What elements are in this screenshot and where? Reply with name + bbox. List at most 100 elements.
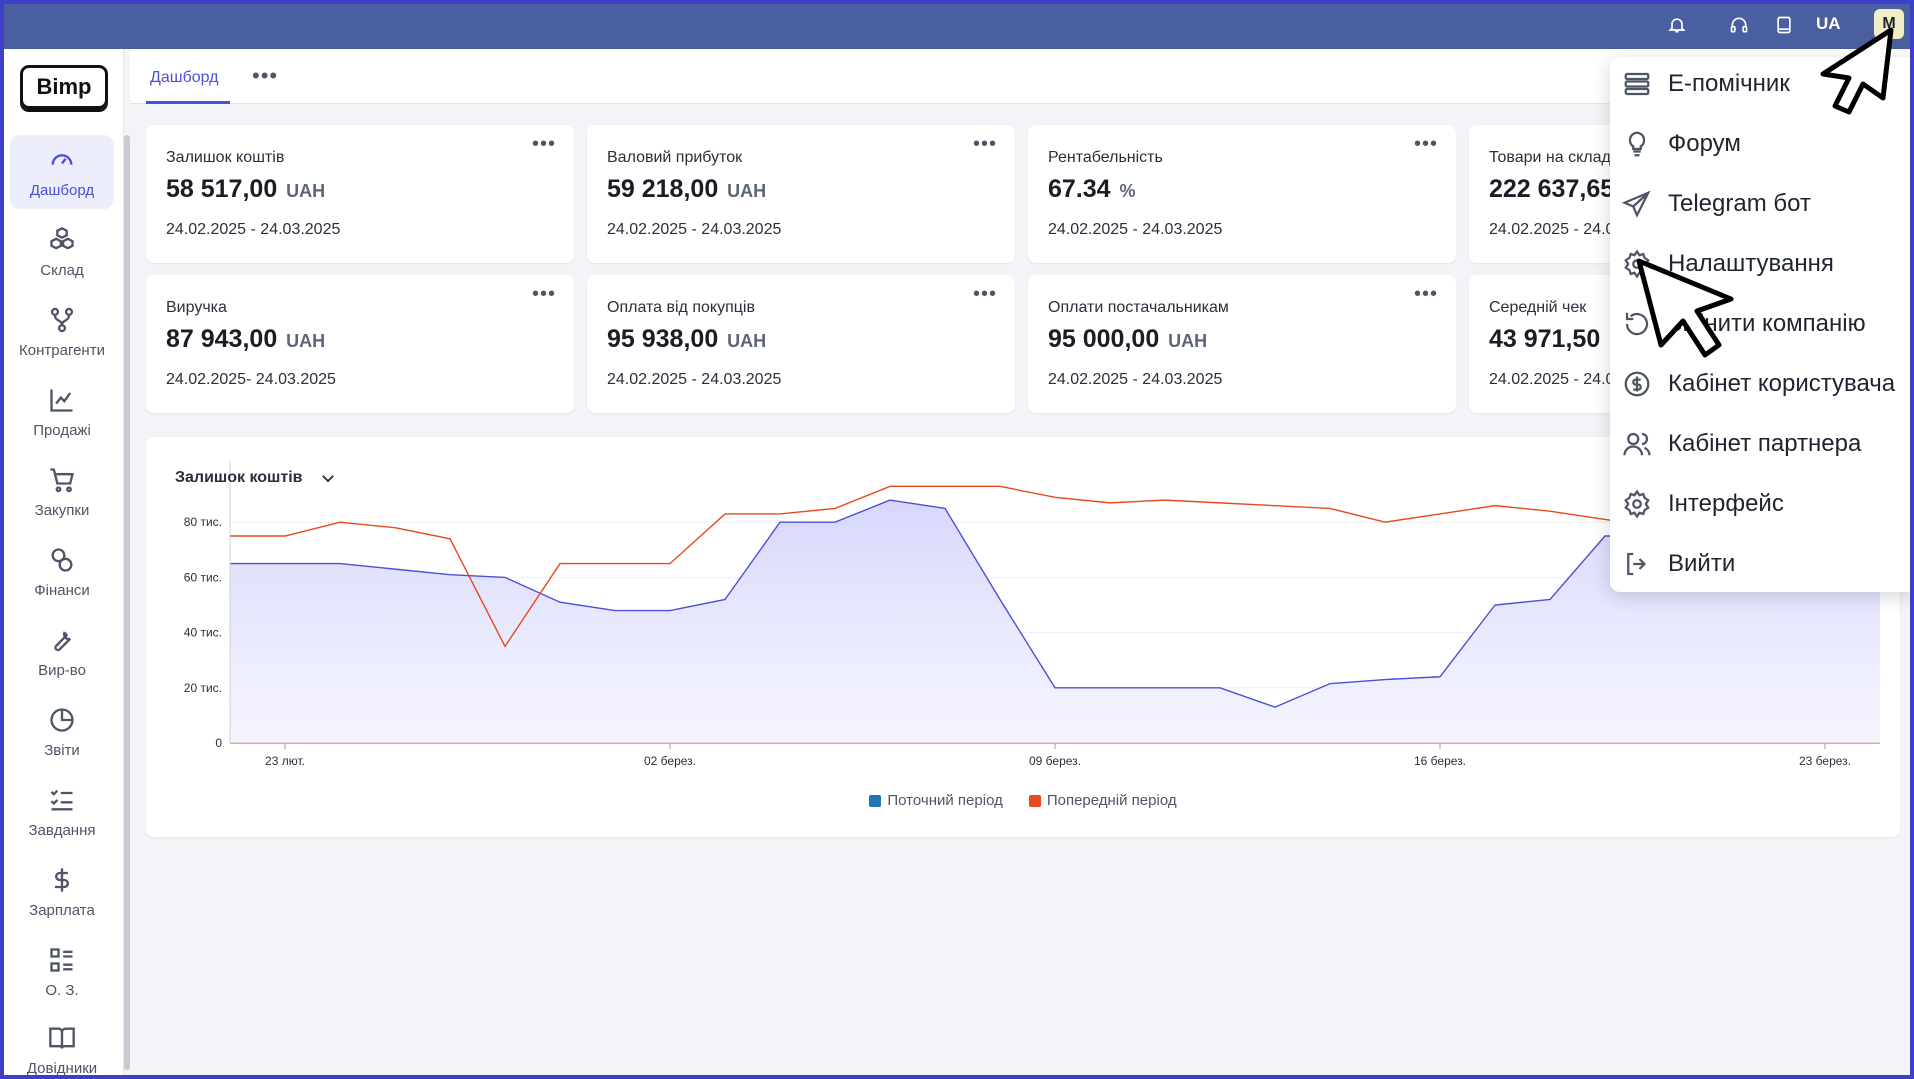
card-value: 87 943,00 UAH	[166, 325, 326, 353]
checklist-icon	[50, 789, 73, 810]
menu-item-partner-cabinet[interactable]: Кабінет партнера	[1622, 420, 1914, 468]
card-gross-profit[interactable]: Валовий прибуток 59 218,00 UAH 24.02.202…	[587, 125, 1015, 263]
bell-icon[interactable]	[1665, 13, 1689, 37]
y-tick-label: 20 тис.	[184, 681, 222, 695]
sidebar-item-tasks[interactable]: Завдання	[10, 775, 114, 849]
card-profitability[interactable]: Рентабельність 67.34 % 24.02.2025 - 24.0…	[1028, 125, 1456, 263]
sidebar-item-label: Фінанси	[34, 581, 90, 599]
menu-item-telegram-bot[interactable]: Telegram бот	[1622, 180, 1914, 228]
sidebar-item-label: Дашборд	[29, 181, 95, 199]
card-title: Валовий прибуток	[607, 149, 743, 166]
card-menu-button[interactable]: •••	[972, 283, 997, 305]
sidebar-item-salary[interactable]: Зарплата	[10, 855, 114, 929]
x-tick-label: 23 берез.	[1799, 754, 1851, 768]
chevron-down-icon	[321, 475, 334, 483]
cursor-arrow-icon	[1820, 27, 1894, 115]
menu-item-forum[interactable]: Форум	[1622, 120, 1914, 168]
sidebar-item-directories[interactable]: Довідники	[10, 1015, 114, 1079]
sidebar-item-label: Контрагенти	[19, 341, 105, 359]
telegram-icon	[1622, 190, 1651, 218]
sidebar-item-label: Продажі	[33, 421, 91, 439]
sidebar-item-label: Вир-во	[38, 661, 86, 679]
sidebar-scrollbar[interactable]	[124, 135, 130, 1070]
legend-swatch	[869, 794, 882, 807]
card-value: 59 218,00 UAH	[607, 175, 767, 203]
wrench-icon	[54, 630, 71, 651]
card-revenue[interactable]: Виручка 87 943,00 UAH 24.02.2025- 24.03.…	[146, 275, 574, 413]
menu-item-settings[interactable]: Налаштування	[1622, 240, 1914, 288]
open-book-icon	[49, 1027, 75, 1049]
tab-dashboard[interactable]: Дашборд	[150, 69, 219, 86]
sidebar-item-label: Закупки	[34, 501, 90, 519]
card-period: 24.02.2025 - 24.03.2025	[166, 221, 341, 238]
sidebar-item-purchases[interactable]: Закупки	[10, 455, 114, 529]
nodes-icon	[50, 307, 74, 332]
avatar[interactable]: M	[1874, 9, 1904, 39]
line-chart-icon	[50, 389, 73, 412]
sidebar-item-dashboard[interactable]: Дашборд	[10, 135, 114, 209]
tab-underline	[146, 101, 230, 104]
card-period: 24.02.2025 - 24.0	[1489, 371, 1615, 388]
menu-item-user-cabinet[interactable]: Кабінет користувача	[1622, 360, 1914, 408]
logo[interactable]: Bimp	[20, 65, 108, 109]
card-menu-button[interactable]: •••	[1413, 283, 1438, 305]
menu-item-interface[interactable]: Інтерфейс	[1622, 480, 1914, 528]
sidebar-item-contractors[interactable]: Контрагенти	[10, 295, 114, 369]
card-menu-button[interactable]: •••	[531, 283, 556, 305]
sidebar-item-fixed-assets[interactable]: О. З.	[10, 935, 114, 1009]
sidebar-item-sales[interactable]: Продажі	[10, 375, 114, 449]
series-current-line	[230, 499, 1880, 708]
card-title: Оплати постачальникам	[1048, 299, 1229, 316]
card-value: 58 517,00 UAH	[166, 175, 326, 203]
card-period: 24.02.2025 - 24.03.2025	[1048, 221, 1223, 238]
sidebar-item-warehouse[interactable]: Склад	[10, 215, 114, 289]
sidebar: Bimp Дашборд Склад Контрагенти Продажі З…	[4, 49, 124, 1077]
card-menu-button[interactable]: •••	[1413, 133, 1438, 155]
coins-icon	[51, 547, 73, 572]
sidebar-item-production[interactable]: Вир-во	[10, 615, 114, 689]
cart-icon	[50, 467, 74, 492]
chart-panel: 0 20 тис. 40 тис. 60 тис. 80 тис. 23 лют. 02 б…	[146, 437, 1900, 837]
sidebar-item-reports[interactable]: Звіти	[10, 695, 114, 769]
speedometer-icon	[51, 153, 73, 165]
sidebar-item-label: Зарплата	[29, 901, 95, 919]
sidebar-item-finance[interactable]: Фінанси	[10, 535, 114, 609]
book-icon[interactable]	[1772, 13, 1796, 37]
rotate-icon	[1625, 312, 1649, 336]
dollar-icon	[55, 867, 69, 892]
menu-item-e-assistant[interactable]: Е-помічник	[1622, 60, 1914, 108]
menu-item-logout[interactable]: Вийти	[1622, 540, 1914, 588]
coin-icon	[1624, 371, 1650, 397]
headset-icon[interactable]	[1727, 13, 1751, 37]
card-cash-balance[interactable]: Залишок коштів 58 517,00 UAH 24.02.2025 …	[146, 125, 574, 263]
cursor-arrow-icon	[1636, 258, 1734, 358]
y-tick-label: 40 тис.	[184, 626, 222, 640]
card-value: 43 971,50	[1489, 325, 1601, 353]
y-tick-label: 60 тис.	[184, 570, 222, 584]
legend-current[interactable]: Поточний період	[869, 792, 1003, 809]
card-value: 222 637,65	[1489, 175, 1615, 203]
chart-metric-select[interactable]: Залишок коштів	[175, 469, 337, 487]
card-period: 24.02.2025 - 24.0	[1489, 221, 1615, 238]
legend-swatch	[1028, 794, 1041, 807]
legend-previous[interactable]: Попередній період	[1028, 792, 1177, 809]
sidebar-item-label: Склад	[40, 261, 84, 279]
y-tick-label: 80 тис.	[184, 515, 222, 529]
settings-icon	[1624, 489, 1650, 519]
chart-metric-label: Залишок коштів	[175, 469, 303, 486]
language-switch[interactable]: UA	[1816, 14, 1841, 33]
pie-chart-icon	[50, 707, 74, 732]
card-menu-button[interactable]: •••	[972, 133, 997, 155]
card-period: 24.02.2025- 24.03.2025	[166, 371, 336, 388]
x-tick-label: 09 берез.	[1029, 754, 1081, 768]
card-supplier-payments[interactable]: Оплати постачальникам 95 000,00 UAH 24.0…	[1028, 275, 1456, 413]
card-menu-button[interactable]: •••	[531, 133, 556, 155]
card-customer-payments[interactable]: Оплата від покупців 95 938,00 UAH 24.02.…	[587, 275, 1015, 413]
card-title: Середній чек	[1489, 299, 1587, 316]
balance-chart: 0 20 тис. 40 тис. 60 тис. 80 тис. 23 лют. 02 б…	[184, 461, 1880, 768]
card-title: Залишок коштів	[166, 149, 285, 166]
y-tick-label: 0	[215, 736, 222, 750]
x-tick-label: 16 берез.	[1414, 754, 1466, 768]
tabs-more-button[interactable]: •••	[252, 63, 279, 88]
sidebar-item-label: О. З.	[45, 981, 79, 999]
